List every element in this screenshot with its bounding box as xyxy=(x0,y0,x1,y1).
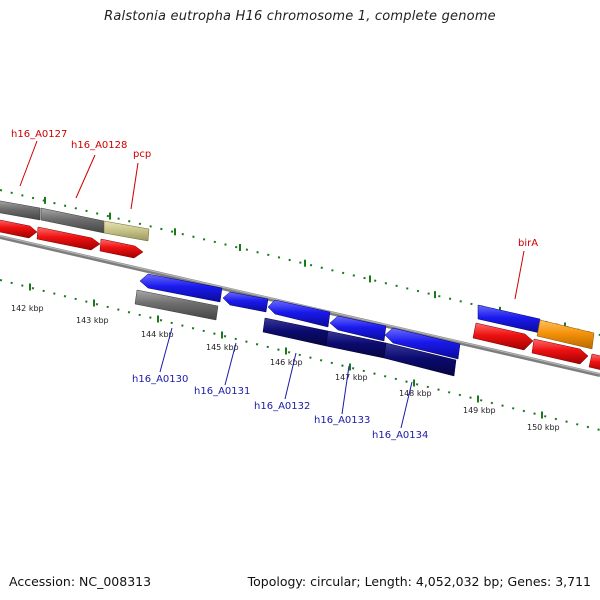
leader-line xyxy=(400,381,413,429)
backbone-highlight xyxy=(0,235,600,375)
kbp-label: 149 kbp xyxy=(463,406,496,415)
gene-orange-feature[interactable] xyxy=(536,319,595,350)
kbp-label: 147 kbp xyxy=(335,373,368,382)
outer-tick-track xyxy=(0,189,600,336)
kbp-label: 150 kbp xyxy=(527,423,560,432)
label-pcp: pcp xyxy=(133,149,151,160)
grey-feature-box[interactable] xyxy=(134,289,219,321)
cds-arrow[interactable] xyxy=(36,226,101,251)
gene-h16-a0131[interactable] xyxy=(222,291,269,313)
inner-tick-dots xyxy=(0,279,600,431)
accession-text: Accession: NC_008313 xyxy=(9,574,152,589)
forward-labels: h16_A0127 h16_A0128 pcp birA xyxy=(11,129,538,300)
label-h16-a0132: h16_A0132 xyxy=(254,401,310,412)
outer-tick-dots xyxy=(0,189,600,336)
gene-h16-a0128[interactable] xyxy=(40,207,105,234)
label-h16-a0131: h16_A0131 xyxy=(194,386,250,397)
genome-summary-text: Topology: circular; Length: 4,052,032 bp… xyxy=(247,574,591,589)
forward-strand xyxy=(0,200,600,372)
gene-h16-a0134[interactable] xyxy=(384,327,461,360)
gene-h16-a0132[interactable] xyxy=(267,299,331,328)
label-h16-a0128: h16_A0128 xyxy=(71,140,127,151)
leader-line xyxy=(341,365,350,415)
cds-arrow[interactable] xyxy=(588,353,600,372)
cds-arrow[interactable] xyxy=(99,238,144,259)
leader-line xyxy=(159,327,173,373)
gene-h16-a0130[interactable] xyxy=(139,273,223,303)
leader-line xyxy=(75,154,96,199)
reverse-strand xyxy=(134,273,461,377)
label-birA: birA xyxy=(518,238,538,249)
gene-pcp[interactable] xyxy=(103,220,150,242)
navy-feature-box[interactable] xyxy=(383,342,457,377)
cds-arrow[interactable] xyxy=(0,219,38,239)
leader-line xyxy=(284,352,297,400)
leader-line xyxy=(514,250,525,300)
kbp-label: 144 kbp xyxy=(141,330,174,339)
kbp-label: 143 kbp xyxy=(76,316,109,325)
label-h16-a0134: h16_A0134 xyxy=(372,430,428,441)
kbp-label: 142 kbp xyxy=(11,304,44,313)
inner-major-ticks xyxy=(29,283,543,419)
map-title: Ralstonia eutropha H16 chromosome 1, com… xyxy=(104,9,496,24)
inner-tick-track xyxy=(0,279,600,431)
label-h16-a0133: h16_A0133 xyxy=(314,415,370,426)
kbp-label: 146 kbp xyxy=(270,358,303,367)
kbp-label: 148 kbp xyxy=(399,389,432,398)
gene-h16-a0133[interactable] xyxy=(329,315,387,342)
label-h16-a0130: h16_A0130 xyxy=(132,374,188,385)
leader-line xyxy=(19,140,38,187)
gene-h16-a0127[interactable] xyxy=(0,200,41,221)
label-h16-a0127: h16_A0127 xyxy=(11,129,67,140)
cds-arrow[interactable] xyxy=(531,338,589,365)
kbp-labels: 142 kbp 143 kbp 144 kbp 145 kbp 146 kbp … xyxy=(11,304,560,432)
leader-line xyxy=(130,162,139,210)
kbp-label: 145 kbp xyxy=(206,343,239,352)
reverse-labels: h16_A0130 h16_A0131 h16_A0132 h16_A0133 … xyxy=(132,327,428,441)
cds-arrow[interactable] xyxy=(472,322,534,351)
leader-line xyxy=(224,342,237,386)
